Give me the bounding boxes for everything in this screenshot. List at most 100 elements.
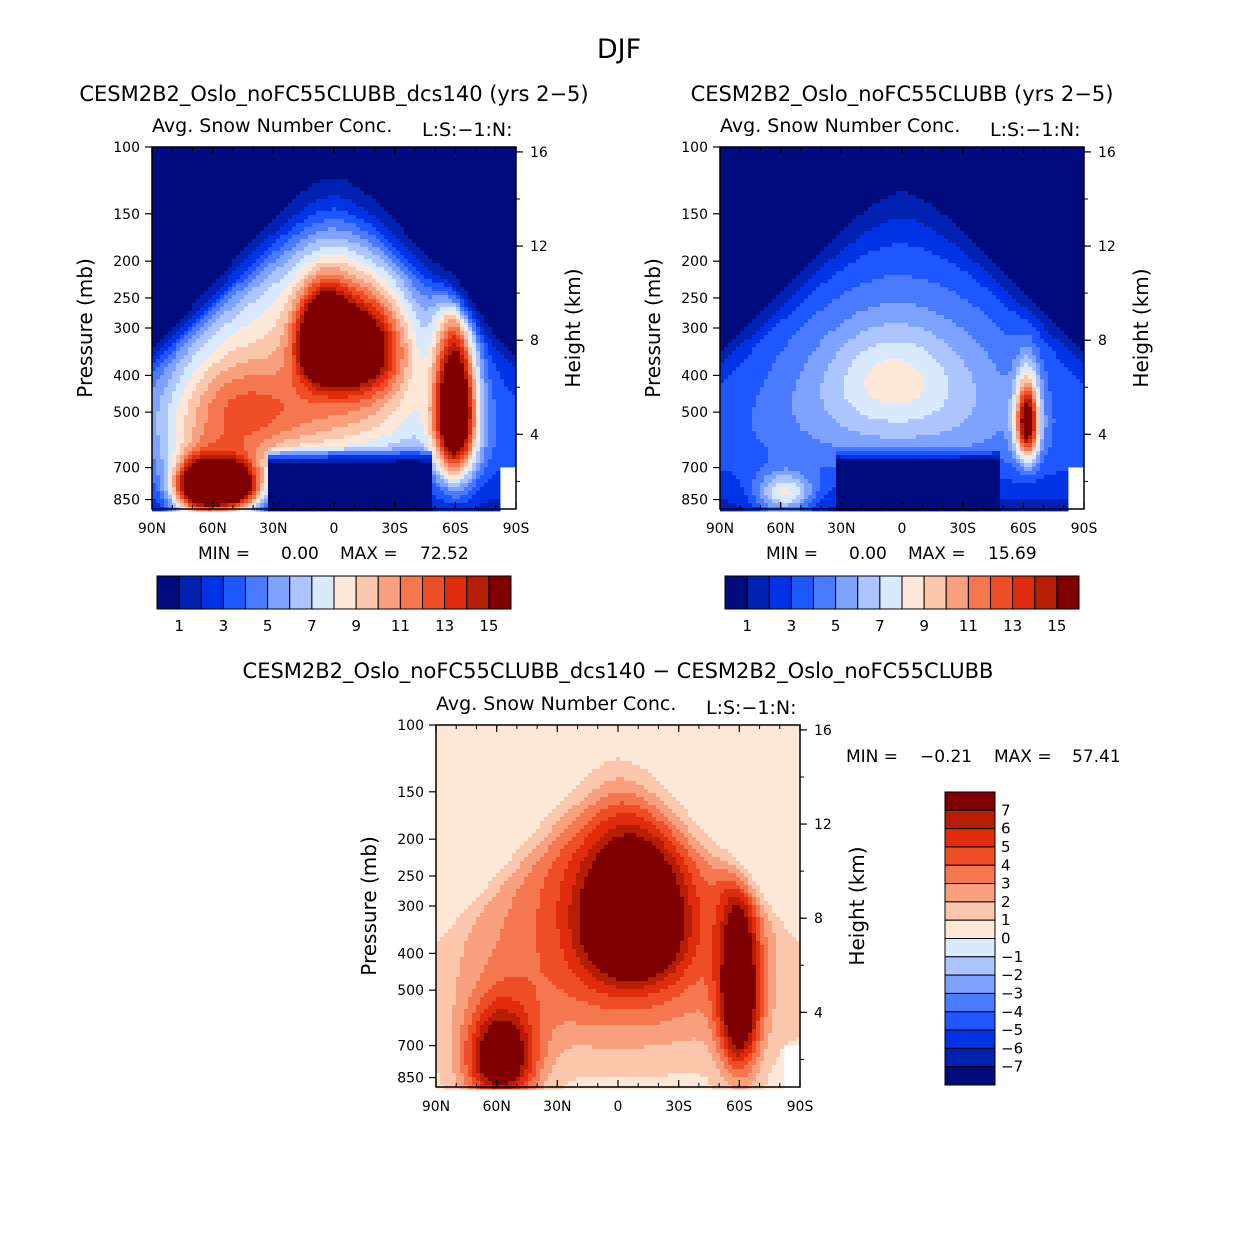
field-cell xyxy=(168,503,173,508)
field-cell xyxy=(320,147,325,152)
field-cell xyxy=(292,491,297,496)
field-cell xyxy=(344,491,349,496)
field-cell xyxy=(248,307,253,312)
field-cell xyxy=(360,403,365,408)
field-cell xyxy=(336,375,341,380)
field-cell xyxy=(224,211,229,216)
field-cell xyxy=(288,355,293,360)
field-cell xyxy=(156,303,161,308)
field-cell xyxy=(360,355,365,360)
field-cell xyxy=(172,211,177,216)
field-cell xyxy=(168,315,173,320)
field-cell xyxy=(192,215,197,220)
field-cell xyxy=(244,403,249,408)
field-cell xyxy=(320,467,325,472)
field-cell xyxy=(212,163,217,168)
field-cell xyxy=(292,387,297,392)
field-cell xyxy=(304,191,309,196)
field-cell xyxy=(324,495,329,500)
field-cell xyxy=(252,483,257,488)
field-cell xyxy=(208,323,213,328)
field-cell xyxy=(272,147,277,152)
field-cell xyxy=(236,483,241,488)
field-cell xyxy=(244,451,249,456)
field-cell xyxy=(332,223,337,228)
field-cell xyxy=(220,427,225,432)
field-cell xyxy=(292,455,297,460)
field-cell xyxy=(212,183,217,188)
field-cell xyxy=(156,439,161,444)
field-cell xyxy=(316,383,321,388)
field-cell xyxy=(288,479,293,484)
field-cell xyxy=(224,239,229,244)
field-cell xyxy=(224,219,229,224)
field-cell xyxy=(344,227,349,232)
field-cell xyxy=(244,323,249,328)
field-cell xyxy=(256,279,261,284)
field-cell xyxy=(196,495,201,500)
field-cell xyxy=(328,203,333,208)
field-cell xyxy=(168,335,173,340)
field-cell xyxy=(292,359,297,364)
field-cell xyxy=(212,147,217,152)
field-cell xyxy=(220,231,225,236)
field-cell xyxy=(356,315,361,320)
field-cell xyxy=(364,335,369,340)
field-cell xyxy=(236,503,241,508)
field-cell xyxy=(256,387,261,392)
field-cell xyxy=(268,303,273,308)
field-cell xyxy=(252,415,257,420)
field-cell xyxy=(200,275,205,280)
field-cell xyxy=(188,367,193,372)
field-cell xyxy=(332,479,337,484)
field-cell xyxy=(156,339,161,344)
field-cell xyxy=(180,327,185,332)
field-cell xyxy=(252,259,257,264)
field-cell xyxy=(256,379,261,384)
field-cell xyxy=(324,315,329,320)
field-cell xyxy=(332,499,337,504)
field-cell xyxy=(288,359,293,364)
field-cell xyxy=(244,495,249,500)
field-cell xyxy=(276,303,281,308)
field-cell xyxy=(192,375,197,380)
field-cell xyxy=(216,163,221,168)
field-cell xyxy=(188,227,193,232)
field-cell xyxy=(296,491,301,496)
field-cell xyxy=(296,419,301,424)
field-cell xyxy=(168,443,173,448)
field-cell xyxy=(296,323,301,328)
field-cell xyxy=(320,439,325,444)
field-cell xyxy=(176,491,181,496)
field-cell xyxy=(192,147,197,152)
field-cell xyxy=(232,455,237,460)
field-cell xyxy=(300,251,305,256)
field-cell xyxy=(248,391,253,396)
field-cell xyxy=(348,307,353,312)
field-cell xyxy=(172,347,177,352)
field-cell xyxy=(220,227,225,232)
field-cell xyxy=(264,495,269,500)
field-cell xyxy=(192,235,197,240)
field-cell xyxy=(240,175,245,180)
field-cell xyxy=(364,175,369,180)
field-cell xyxy=(220,343,225,348)
field-cell xyxy=(264,447,269,452)
field-cell xyxy=(184,331,189,336)
field-cell xyxy=(292,407,297,412)
field-cell xyxy=(208,483,213,488)
field-cell xyxy=(324,471,329,476)
field-cell xyxy=(344,339,349,344)
field-cell xyxy=(204,311,209,316)
field-cell xyxy=(360,147,365,152)
field-cell xyxy=(368,187,373,192)
field-cell xyxy=(152,255,157,260)
field-cell xyxy=(252,423,257,428)
field-cell xyxy=(264,439,269,444)
field-cell xyxy=(200,155,205,160)
field-cell xyxy=(296,291,301,296)
field-cell xyxy=(300,419,305,424)
field-cell xyxy=(360,175,365,180)
field-cell xyxy=(176,235,181,240)
field-cell xyxy=(308,267,313,272)
